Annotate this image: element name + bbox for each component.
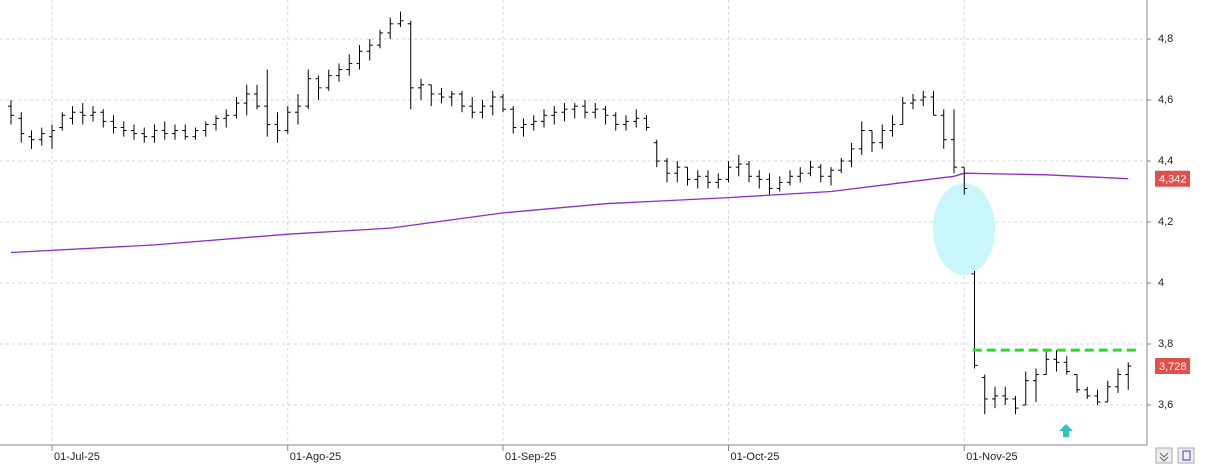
y-tick-label: 4 (1158, 277, 1164, 289)
save-button[interactable] (1177, 447, 1195, 464)
axes: 4,8 4,6 4,4 4,2 4 3,8 3,6 01-Jul-25 01-Ago-25 01-… (51, 33, 1190, 463)
y-tick-label: 4,8 (1158, 33, 1173, 45)
plot (8, 11, 1139, 415)
x-tick-label: 01-Jul-25 (54, 451, 100, 463)
price-tag (1155, 358, 1190, 375)
price-tag-label: 4,342 (1159, 174, 1187, 186)
x-tick-label: 01-Oct-25 (731, 451, 780, 463)
y-tick-label: 3,8 (1158, 338, 1173, 350)
price-tag-label: 3,728 (1159, 361, 1187, 373)
price-tag (1155, 170, 1190, 187)
highlight-ellipse (933, 183, 995, 275)
x-tick-label: 01-Nov-25 (966, 451, 1017, 463)
up-arrow (1059, 424, 1073, 437)
x-tick-label: 01-Ago-25 (290, 451, 341, 463)
collapse-icon (1159, 452, 1169, 462)
y-tick-label: 3,6 (1158, 399, 1173, 411)
y-tick-label: 4,2 (1158, 216, 1173, 228)
y-tick-label: 4,6 (1158, 94, 1173, 106)
moving-average (10, 172, 1129, 254)
x-tick-label: 01-Sep-25 (505, 451, 556, 463)
y-tick-label: 4,4 (1158, 155, 1173, 167)
save-icon (1182, 450, 1191, 461)
toolbar-button[interactable] (1155, 447, 1173, 464)
